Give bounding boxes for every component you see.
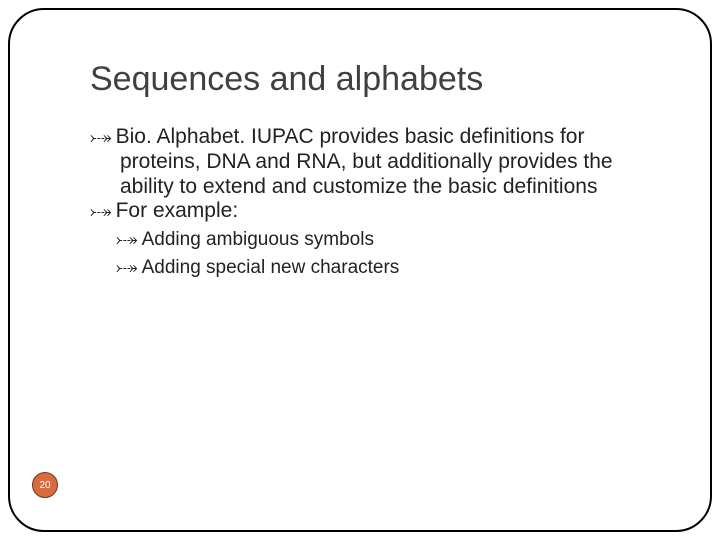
bullet-text: Adding special new characters xyxy=(142,257,400,278)
bullet-text: Adding ambiguous symbols xyxy=(142,229,374,250)
bullet-subitem: ⤐Adding special new characters xyxy=(90,256,660,280)
slide-frame: Sequences and alphabets ⤐Bio. Alphabet. … xyxy=(8,8,712,532)
bullet-icon: ⤐ xyxy=(116,228,138,251)
page-number-text: 20 xyxy=(39,480,50,491)
page-number-badge: 20 xyxy=(32,472,58,498)
bullet-icon: ⤐ xyxy=(90,201,112,222)
bullet-item: ⤐For example: xyxy=(90,199,660,224)
bullet-text: For example: xyxy=(116,199,239,222)
bullet-icon: ⤐ xyxy=(90,127,112,148)
slide-content: Sequences and alphabets ⤐Bio. Alphabet. … xyxy=(90,60,660,280)
bullet-text: Bio. Alphabet. IUPAC provides basic defi… xyxy=(116,125,613,198)
slide-title: Sequences and alphabets xyxy=(90,60,660,99)
bullet-subitem: ⤐Adding ambiguous symbols xyxy=(90,228,660,252)
bullet-icon: ⤐ xyxy=(116,256,138,279)
bullet-item: ⤐Bio. Alphabet. IUPAC provides basic def… xyxy=(90,125,660,199)
